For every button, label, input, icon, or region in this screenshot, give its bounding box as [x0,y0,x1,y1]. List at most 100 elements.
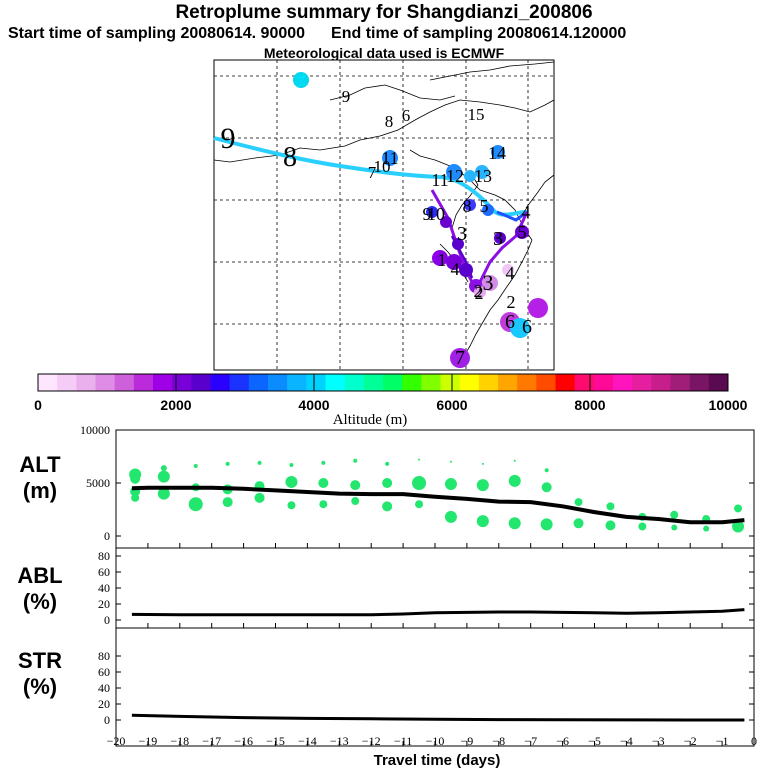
plume-position-marker [494,232,506,244]
alt-scatter-point [131,493,140,502]
alt-scatter-point [508,517,521,530]
alt-scatter-point [476,479,489,492]
colorbar-cell [478,374,499,391]
alt-scatter-point [319,500,328,509]
plume-position-marker [482,275,498,291]
alt-mean-line [131,485,745,525]
day-label: 4 [451,259,460,279]
day-label: 3 [457,223,467,245]
day-label: 10 [427,204,445,224]
alt-scatter-point [382,501,393,512]
alt-scatter-point [418,458,421,461]
alt-scatter-point [544,468,549,473]
x-tick-label: −11 [394,734,412,748]
colorbar-cell [268,374,288,391]
x-tick-label: −4 [620,734,633,748]
alt-label: ALT [19,452,61,477]
x-tick-label: −3 [652,734,665,748]
day-label: 9 [423,204,432,224]
x-tick-label: −15 [266,734,285,748]
alt-scatter-point [605,520,616,531]
colorbar-cell [306,374,326,391]
day-label: 11 [381,148,398,168]
plume-position-marker [382,150,398,166]
x-tick-label: −1 [716,734,729,748]
colorbar-cell [114,374,135,391]
x-tick-label: −9 [461,734,474,748]
alt-scatter-point [285,475,298,488]
plume-position-marker [450,348,470,368]
plume-position-marker [510,318,530,338]
abl-line [131,608,745,617]
colorbar-cell [555,374,575,391]
alt-scatter-point [257,460,262,465]
day-label: 10 [374,157,391,176]
day-label: 5 [518,222,527,242]
plume-position-marker [475,165,489,179]
colorbar-cell [536,374,556,391]
alt-scatter-point [638,522,647,531]
colorbar-cell [498,374,518,391]
str-line [131,713,745,722]
met-data-label: Meteorological data used is ECMWF [263,45,505,61]
coastlines [213,61,555,363]
alt-y-axis: 10000 5000 0 [80,423,754,543]
colorbar-cells [38,374,729,391]
colorbar-tick-label: 0 [34,397,42,413]
x-tick-label: −6 [556,734,569,748]
plume-position-marker [491,145,505,159]
map-gridlines [214,60,554,370]
day-label: 5 [480,196,489,216]
day-label: 2 [475,283,484,303]
plume-position-marker [528,298,548,318]
colorbar-cell [363,374,384,391]
day-label: 2 [474,281,483,301]
track-blue [496,210,528,222]
abl-y-tick-label: 40 [98,581,110,595]
alt-scatter-point [382,478,393,488]
colorbar-cell [593,374,614,391]
alt-scatter-point [476,515,489,528]
day-label: 12 [446,166,464,186]
day-label: 7 [455,347,465,369]
alt-scatter-point [574,498,583,507]
alt-scatter-point [508,474,521,487]
plume-position-marker [459,263,473,277]
colorbar-cell [613,374,633,391]
alt-y-tick-label: 5000 [86,476,110,490]
colorbar-cell [402,374,422,391]
alt-scatter-point [318,478,329,488]
plume-position-marker [502,264,514,276]
colorbar-tick-label: 10000 [709,397,748,413]
alt-y-tick-label: 10000 [80,423,110,437]
day-label: 9 [221,122,236,155]
colorbar-cell [689,374,710,391]
plume-position-marker [515,225,529,239]
colorbar-cell [517,374,537,391]
alt-scatter-point [353,458,358,463]
alt-scatter-point [481,462,484,465]
alt-scatter-point [351,497,360,506]
alt-scatter-point [385,461,390,466]
colorbar-cell [95,374,115,391]
colorbar-cell [57,374,77,391]
colorbar-tick-label: 4000 [298,397,329,413]
colorbar-cell [708,374,729,391]
x-tick-label: −17 [202,734,221,748]
x-tick-label: −18 [170,734,189,748]
plume-position-marker [293,72,309,88]
x-axis-title: Travel time (days) [374,752,501,768]
alt-scatter-point [254,492,265,503]
colorbar-tick-label: 2000 [160,397,191,413]
day-label: 6 [522,316,532,338]
alt-scatter-point [289,462,294,467]
day-label: 8 [385,112,394,131]
alt-scatter-point [157,487,170,500]
day-label: 7 [297,74,305,91]
colorbar-cell [287,374,307,391]
day-label: 6 [402,106,411,125]
alt-scatter-point [287,501,296,510]
day-label: 1 [438,250,447,270]
alt-scatter-point [449,460,452,463]
